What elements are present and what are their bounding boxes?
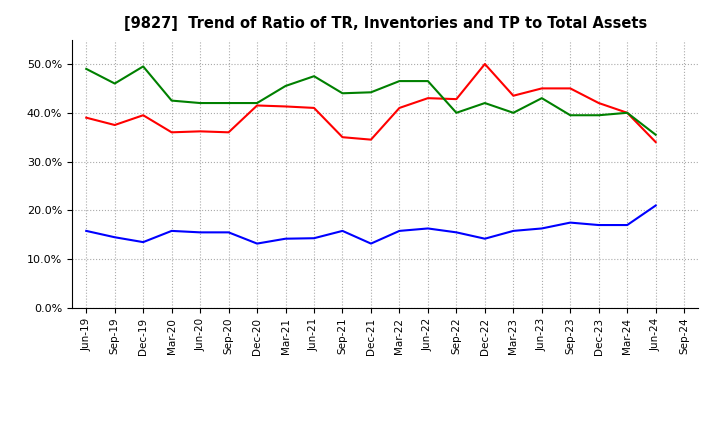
Inventories: [167, 228, 176, 234]
Inventories: [566, 220, 575, 225]
Line: Trade Payables: Trade Payables: [86, 66, 656, 135]
Trade Payables: [253, 100, 261, 106]
Trade Payables: [452, 110, 461, 115]
Trade Receivables: [566, 86, 575, 91]
Inventories: [595, 222, 603, 227]
Trade Receivables: [139, 113, 148, 118]
Trade Receivables: [282, 104, 290, 109]
Trade Receivables: [395, 105, 404, 110]
Trade Receivables: [423, 95, 432, 101]
Trade Payables: [423, 78, 432, 84]
Inventories: [82, 228, 91, 234]
Trade Receivables: [110, 122, 119, 128]
Inventories: [423, 226, 432, 231]
Trade Payables: [167, 98, 176, 103]
Trade Payables: [282, 83, 290, 88]
Trade Receivables: [225, 130, 233, 135]
Trade Payables: [82, 66, 91, 72]
Trade Receivables: [652, 139, 660, 145]
Inventories: [338, 228, 347, 234]
Trade Payables: [623, 110, 631, 115]
Inventories: [509, 228, 518, 234]
Inventories: [652, 203, 660, 208]
Trade Payables: [310, 73, 318, 79]
Trade Payables: [110, 81, 119, 86]
Inventories: [537, 226, 546, 231]
Line: Trade Receivables: Trade Receivables: [86, 64, 656, 142]
Trade Receivables: [509, 93, 518, 99]
Inventories: [110, 235, 119, 240]
Inventories: [623, 222, 631, 227]
Title: [9827]  Trend of Ratio of TR, Inventories and TP to Total Assets: [9827] Trend of Ratio of TR, Inventories…: [124, 16, 647, 32]
Trade Payables: [139, 64, 148, 69]
Inventories: [366, 241, 375, 246]
Trade Receivables: [366, 137, 375, 142]
Line: Inventories: Inventories: [86, 205, 656, 244]
Trade Receivables: [537, 86, 546, 91]
Trade Receivables: [480, 61, 489, 66]
Trade Receivables: [595, 100, 603, 106]
Trade Receivables: [623, 110, 631, 115]
Trade Receivables: [338, 135, 347, 140]
Trade Payables: [196, 100, 204, 106]
Trade Payables: [225, 100, 233, 106]
Inventories: [282, 236, 290, 242]
Inventories: [395, 228, 404, 234]
Trade Payables: [566, 113, 575, 118]
Trade Payables: [366, 90, 375, 95]
Inventories: [253, 241, 261, 246]
Inventories: [196, 230, 204, 235]
Inventories: [139, 239, 148, 245]
Trade Receivables: [253, 103, 261, 108]
Trade Receivables: [167, 130, 176, 135]
Trade Payables: [480, 100, 489, 106]
Trade Payables: [338, 91, 347, 96]
Trade Receivables: [196, 129, 204, 134]
Trade Payables: [395, 78, 404, 84]
Trade Payables: [595, 113, 603, 118]
Trade Payables: [509, 110, 518, 115]
Inventories: [480, 236, 489, 242]
Trade Receivables: [310, 105, 318, 110]
Trade Receivables: [452, 96, 461, 102]
Inventories: [225, 230, 233, 235]
Inventories: [452, 230, 461, 235]
Trade Receivables: [82, 115, 91, 120]
Trade Payables: [537, 95, 546, 101]
Trade Payables: [652, 132, 660, 137]
Inventories: [310, 235, 318, 241]
